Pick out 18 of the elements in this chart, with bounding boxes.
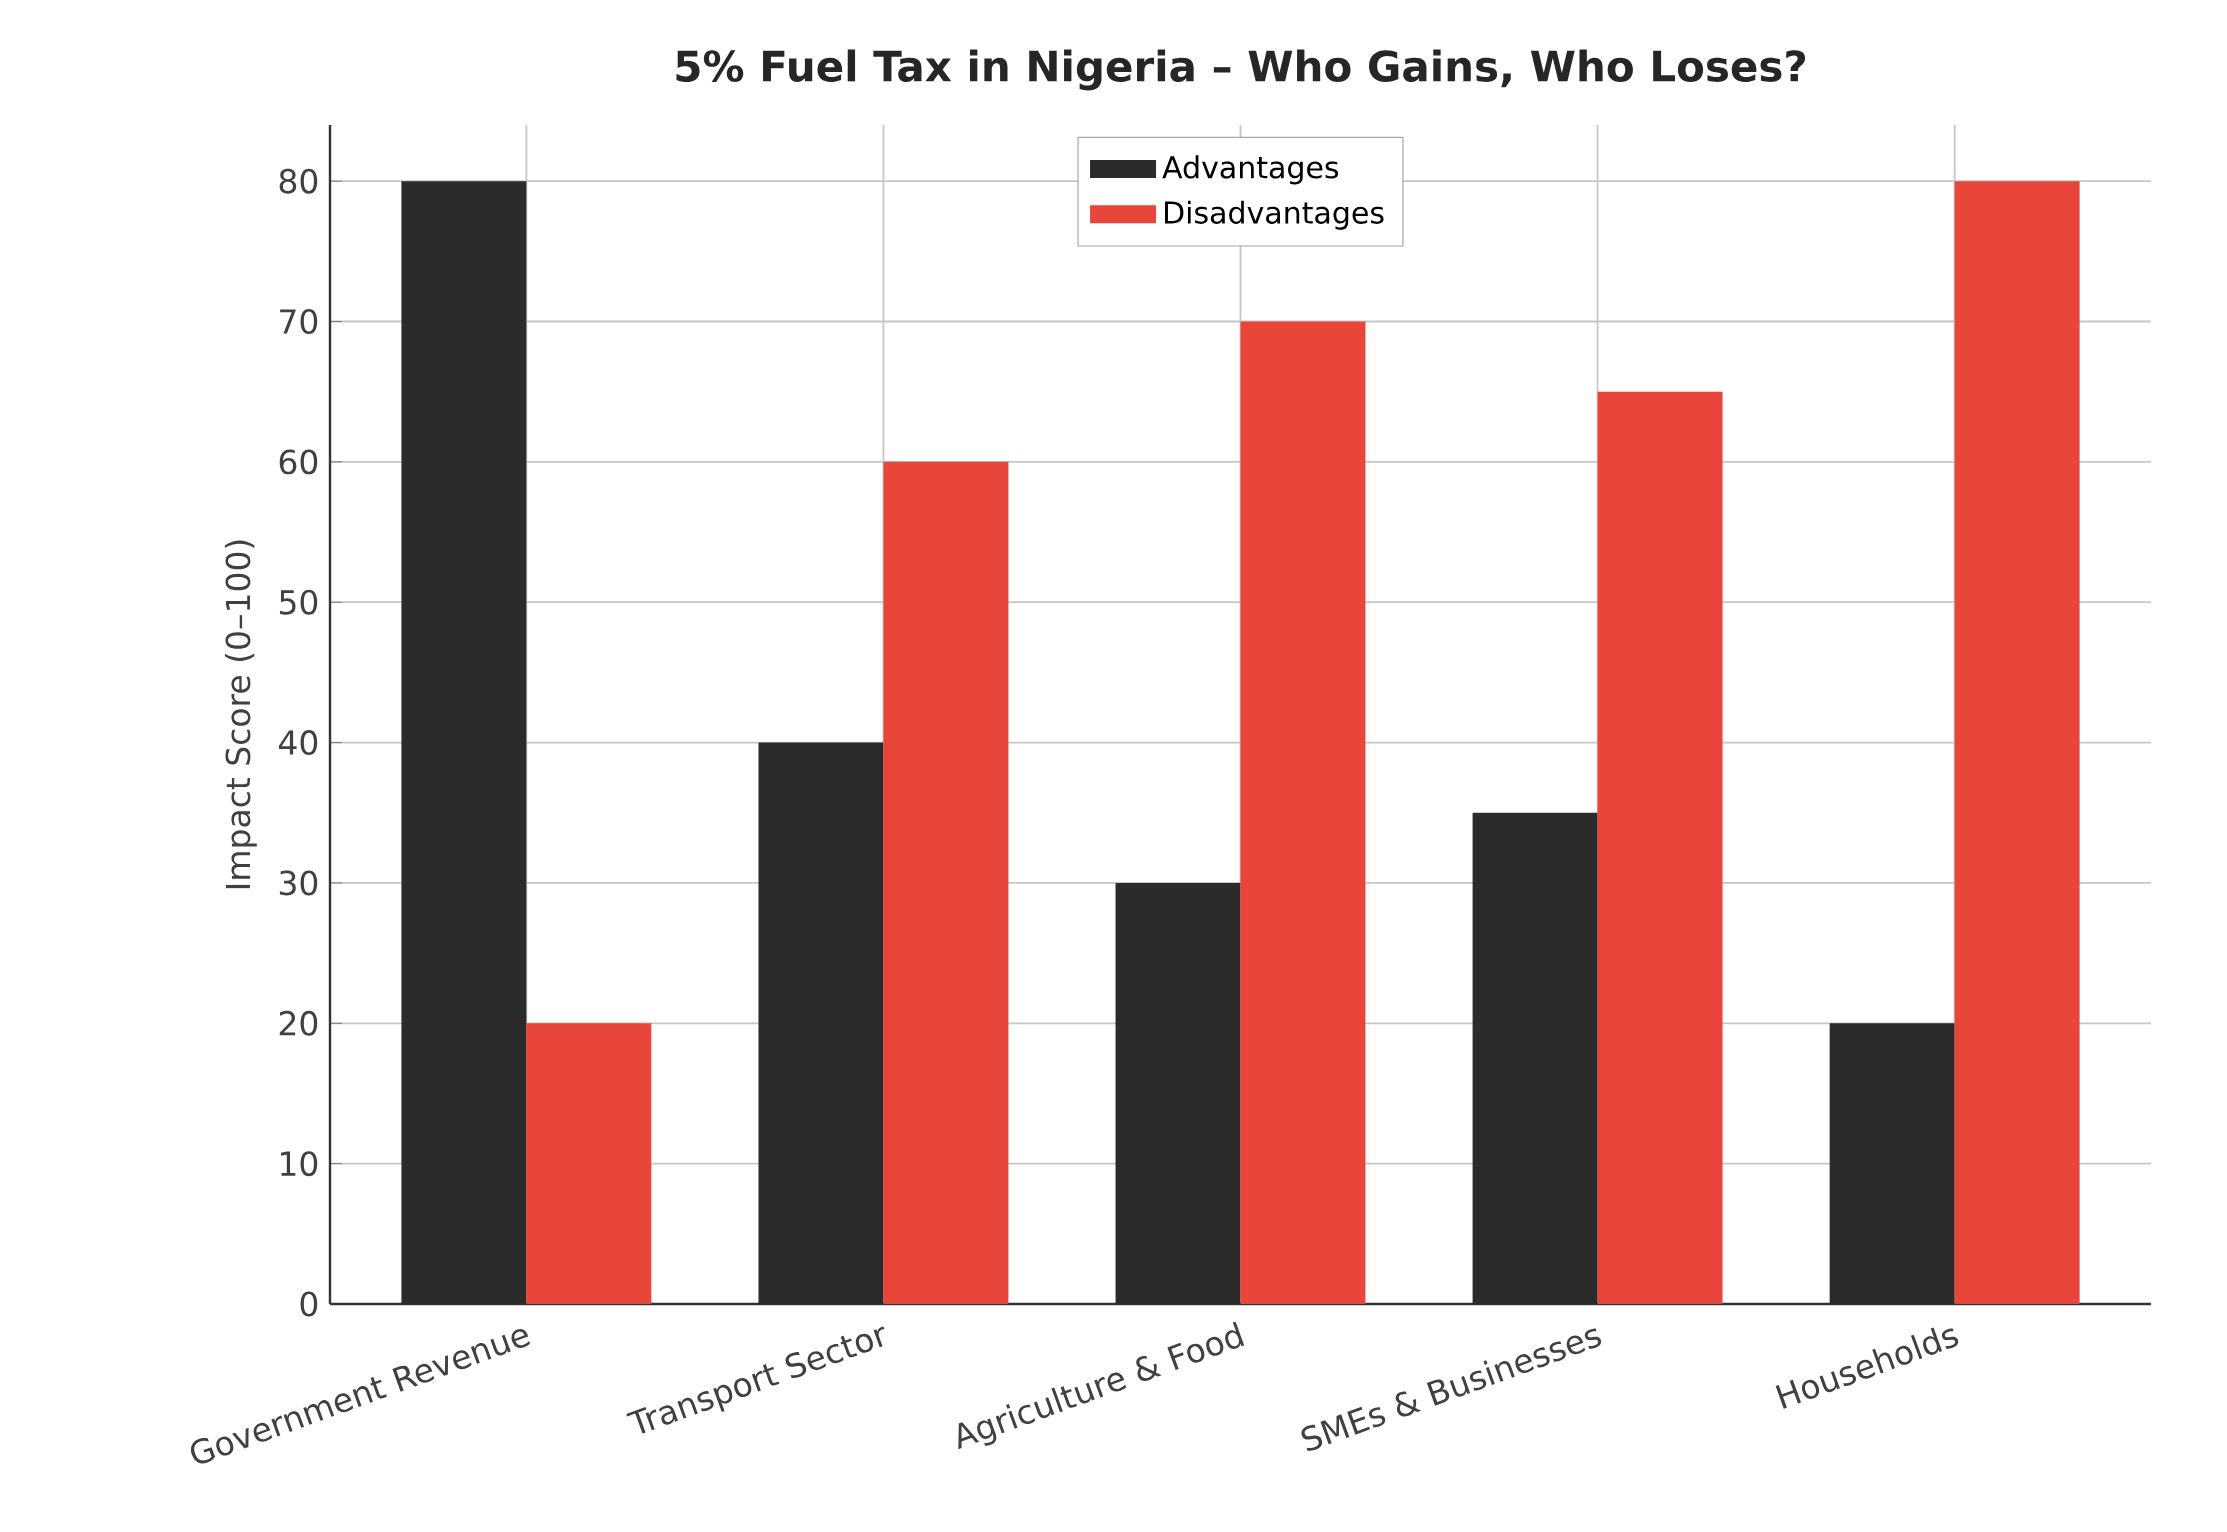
bar bbox=[1954, 181, 2080, 1304]
y-tick-label: 20 bbox=[279, 1010, 318, 1036]
legend-label: Disadvantages bbox=[1165, 200, 1384, 230]
y-axis-title: Impact Score (0–100) bbox=[224, 540, 257, 889]
y-tick-label: 60 bbox=[279, 449, 318, 475]
bar bbox=[1240, 321, 1366, 1304]
legend-label: Advantages bbox=[1162, 155, 1339, 185]
bar bbox=[1597, 391, 1723, 1304]
y-tick-label: 40 bbox=[279, 730, 318, 756]
bar bbox=[883, 461, 1009, 1304]
y-tick-label: 0 bbox=[300, 1291, 318, 1317]
bar bbox=[526, 1023, 652, 1304]
y-tick-label: 70 bbox=[280, 309, 318, 334]
y-tick-label: 30 bbox=[279, 870, 318, 896]
chart-title: 5% Fuel Tax in Nigeria – Who Gains, Who Loses? bbox=[676, 49, 1806, 91]
y-tick-label: 50 bbox=[279, 589, 318, 615]
y-tick-label: 10 bbox=[281, 1151, 318, 1177]
y-tick-label: 80 bbox=[279, 168, 318, 194]
